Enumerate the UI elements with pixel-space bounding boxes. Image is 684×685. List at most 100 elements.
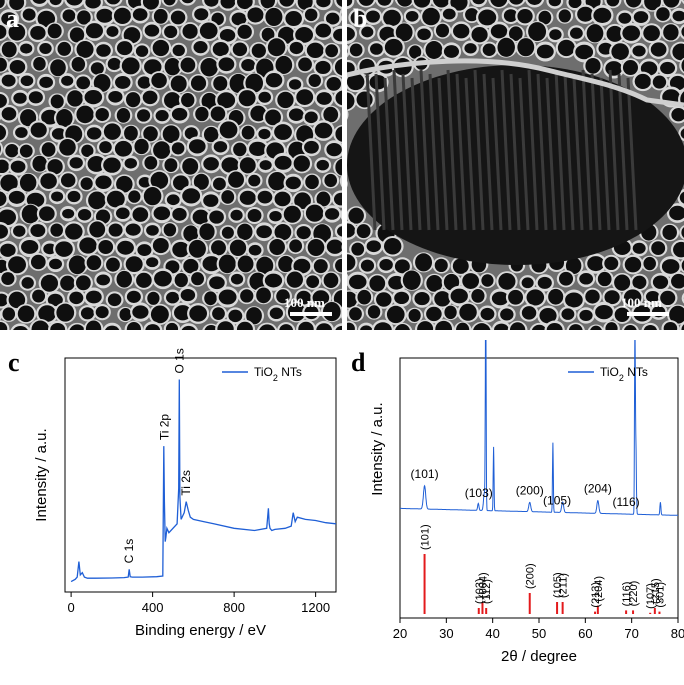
pore [480, 307, 495, 321]
pore [237, 223, 253, 240]
series-line-tio2-nts [70, 379, 337, 583]
pore [248, 174, 261, 187]
pore [199, 223, 215, 241]
pore [473, 323, 491, 330]
pore [202, 256, 221, 272]
pore [20, 43, 33, 54]
tube-wall-line [581, 69, 593, 231]
pore [194, 8, 209, 21]
x-axis-label: Binding energy / eV [135, 622, 266, 639]
pore [313, 259, 328, 274]
pore [59, 138, 76, 156]
pore [43, 243, 57, 255]
pore [425, 41, 443, 59]
tube-wall-line [437, 77, 449, 231]
scale-bar-b [627, 312, 669, 316]
tube-wall-line [527, 69, 539, 231]
pore [107, 293, 122, 307]
pore [155, 110, 169, 122]
pore [229, 73, 248, 93]
pore [258, 91, 271, 103]
pore [213, 76, 228, 91]
pore [138, 177, 152, 188]
pore [1, 272, 15, 286]
pore [132, 305, 149, 319]
pore [388, 275, 405, 290]
peak-label: (101) [411, 467, 439, 481]
pore [51, 191, 64, 202]
pore [508, 289, 524, 305]
pore [181, 0, 194, 4]
pore [277, 91, 294, 109]
pore [283, 205, 301, 223]
pore [115, 207, 130, 220]
pore [126, 290, 141, 303]
pore [498, 273, 516, 290]
pore [444, 305, 457, 320]
pore [509, 322, 526, 330]
tube-wall-line [401, 73, 413, 231]
pore [624, 324, 637, 330]
pore [153, 206, 171, 221]
pore [386, 305, 405, 324]
pore [182, 23, 198, 39]
pore [350, 10, 366, 25]
pore [71, 56, 86, 72]
pore [464, 43, 477, 54]
peak-annotation: Ti 2p [157, 414, 171, 441]
pore [0, 322, 8, 330]
pore [482, 43, 496, 56]
pore [324, 173, 338, 188]
pore [323, 272, 339, 289]
pore [170, 10, 186, 25]
scale-bar-a [290, 312, 332, 316]
pore [204, 324, 218, 330]
stick-label: (105) [552, 572, 564, 598]
pore [247, 208, 262, 222]
pore [267, 38, 286, 57]
pore [652, 275, 669, 289]
pore [622, 25, 641, 41]
pore [288, 79, 302, 90]
pore [190, 75, 207, 91]
pore [681, 26, 684, 37]
pore [257, 190, 273, 204]
panel-label-b: b [353, 4, 368, 33]
pore [49, 258, 63, 270]
pore [397, 0, 413, 7]
pore [245, 73, 264, 93]
pore [293, 258, 311, 274]
tube-wall-line [383, 77, 395, 231]
pore [86, 127, 102, 140]
pore [221, 226, 234, 239]
pore [163, 0, 176, 6]
pore [376, 292, 392, 307]
pore [41, 109, 59, 125]
pore [32, 155, 48, 172]
pore [20, 75, 34, 86]
pore [213, 177, 226, 191]
pore [298, 321, 314, 330]
pore [536, 44, 554, 59]
pore [0, 174, 18, 192]
pore [274, 191, 291, 207]
pore [673, 241, 684, 258]
pore [98, 239, 114, 255]
pore [201, 92, 218, 110]
pore [1, 12, 17, 26]
pore-rim [681, 0, 684, 5]
pore [651, 241, 666, 256]
pore-rim [347, 180, 348, 188]
pore [50, 94, 64, 109]
pore [13, 325, 28, 330]
pore [95, 175, 112, 190]
pore [33, 57, 46, 71]
tube-wall-line [617, 73, 629, 231]
pore [108, 90, 123, 103]
pore [103, 123, 121, 140]
pore [585, 57, 601, 74]
pore [402, 270, 421, 290]
pore [86, 255, 102, 271]
pore [336, 0, 342, 7]
tube-wall-line [473, 69, 485, 231]
